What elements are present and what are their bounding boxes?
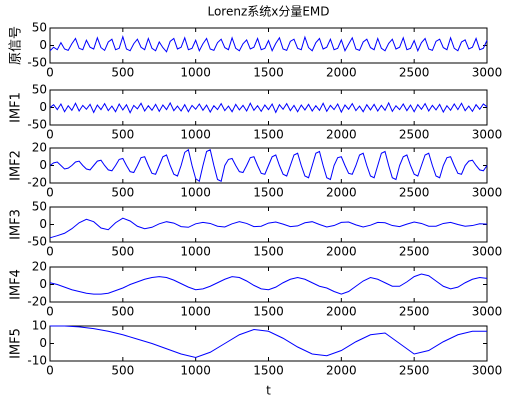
x-tick-label: 2500	[399, 128, 430, 142]
x-tick-label: 500	[111, 66, 134, 80]
x-tick-label: 1000	[180, 66, 211, 80]
signal-line	[49, 35, 488, 53]
x-tick-label: 0	[46, 305, 54, 319]
y-tick-label: -20	[27, 295, 47, 309]
x-tick-label: 3000	[472, 305, 503, 319]
x-tick-label: 0	[46, 128, 54, 142]
y-tick-label: 20	[32, 260, 47, 274]
x-tick-label: 1500	[253, 128, 284, 142]
x-tick-label: 0	[46, 66, 54, 80]
x-tick-label: 500	[111, 245, 134, 259]
y-tick-label: 0	[39, 158, 47, 172]
signal-line	[50, 325, 487, 359]
y-axis-label: IMF5	[9, 328, 24, 359]
x-tick-label: 3000	[472, 364, 503, 378]
signal-line	[49, 101, 488, 114]
y-axis-label: IMF1	[9, 92, 24, 123]
x-tick-label: 0	[46, 364, 54, 378]
y-tick-label: 0	[39, 38, 47, 52]
y-tick-label: -20	[27, 176, 47, 190]
x-tick-label: 0	[46, 186, 54, 200]
y-tick-label: 0	[39, 336, 47, 350]
x-tick-label: 2000	[326, 66, 357, 80]
x-tick-label: 1000	[180, 186, 211, 200]
x-tick-label: 2000	[326, 245, 357, 259]
x-tick-label: 500	[111, 305, 134, 319]
x-tick-label: 500	[111, 128, 134, 142]
x-tick-label: 500	[111, 186, 134, 200]
y-tick-label: -50	[27, 118, 47, 132]
y-tick-label: -50	[27, 56, 47, 70]
x-tick-label: 1500	[253, 364, 284, 378]
x-tick-label: 1000	[180, 305, 211, 319]
x-tick-label: 1000	[180, 245, 211, 259]
y-axis-label: IMF2	[9, 150, 24, 181]
y-axis-label: IMF4	[9, 269, 24, 300]
x-tick-label: 1500	[253, 245, 284, 259]
x-tick-label: 2500	[399, 186, 430, 200]
y-tick-label: 50	[32, 83, 47, 97]
axes-box	[49, 266, 488, 303]
signal-line	[49, 148, 488, 183]
x-tick-label: 3000	[472, 66, 503, 80]
x-tick-label: 1000	[180, 128, 211, 142]
x-tick-label: 2500	[399, 305, 430, 319]
x-tick-label: 2500	[399, 364, 430, 378]
x-tick-label: 2500	[399, 66, 430, 80]
x-tick-label: 2000	[326, 186, 357, 200]
x-axis-label: t	[266, 384, 271, 398]
x-tick-label: 3000	[472, 128, 503, 142]
x-tick-label: 1000	[180, 364, 211, 378]
y-tick-label: 0	[39, 217, 47, 231]
y-tick-label: 0	[39, 277, 47, 291]
x-tick-label: 2000	[326, 128, 357, 142]
axes-box	[49, 206, 488, 243]
x-tick-label: 1500	[253, 66, 284, 80]
y-tick-label: -50	[27, 235, 47, 249]
x-tick-label: 2000	[326, 364, 357, 378]
x-tick-label: 3000	[472, 186, 503, 200]
signal-line	[49, 273, 488, 295]
x-tick-label: 1500	[253, 186, 284, 200]
x-tick-label: 0	[46, 245, 54, 259]
y-tick-label: 50	[32, 21, 47, 35]
y-tick-label: 10	[32, 319, 47, 333]
x-tick-label: 2000	[326, 305, 357, 319]
axes-box	[49, 89, 488, 126]
y-tick-label: 20	[32, 141, 47, 155]
axes-box	[49, 27, 488, 64]
chart-title: Lorenz系统x分量EMD	[207, 5, 329, 19]
signal-line	[49, 217, 488, 239]
x-tick-label: 500	[111, 364, 134, 378]
y-tick-label: -10	[27, 354, 47, 368]
x-tick-label: 2500	[399, 245, 430, 259]
y-tick-label: 50	[32, 200, 47, 214]
x-tick-label: 1500	[253, 305, 284, 319]
y-axis-label: IMF3	[9, 209, 24, 240]
y-axis-label: 原信号	[9, 26, 24, 65]
y-tick-label: 0	[39, 100, 47, 114]
x-tick-label: 3000	[472, 245, 503, 259]
